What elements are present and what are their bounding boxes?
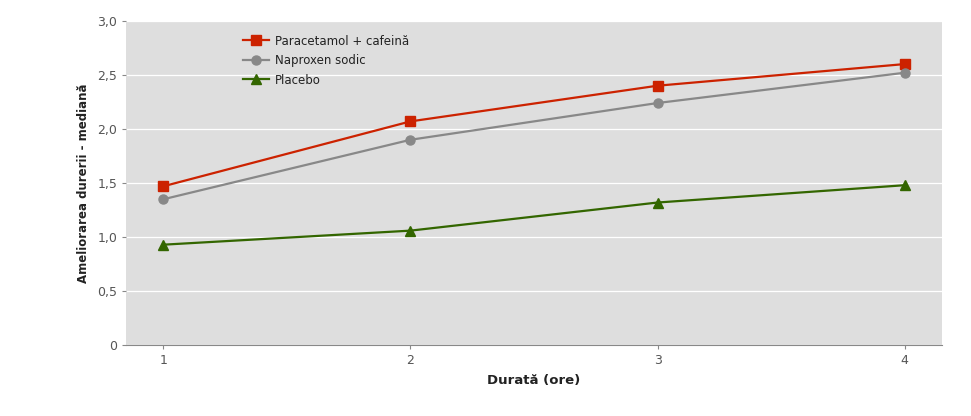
- Legend: Paracetamol + cafeină, Naproxen sodic, Placebo: Paracetamol + cafeină, Naproxen sodic, P…: [238, 30, 414, 92]
- Paracetamol + cafeină: [405, 119, 417, 124]
- Placebo: [157, 242, 169, 247]
- Line: Placebo: Placebo: [159, 181, 909, 249]
- Naproxen sodic: [157, 197, 169, 202]
- Placebo: [405, 228, 417, 233]
- X-axis label: Durată (ore): Durată (ore): [487, 374, 581, 387]
- Naproxen sodic: [652, 101, 663, 106]
- Naproxen sodic: [405, 137, 417, 142]
- Naproxen sodic: [899, 70, 911, 75]
- Paracetamol + cafeină: [652, 83, 663, 88]
- Y-axis label: Ameliorarea durerii - mediană: Ameliorarea durerii - mediană: [78, 83, 90, 283]
- Line: Naproxen sodic: Naproxen sodic: [159, 68, 909, 204]
- Placebo: [652, 200, 663, 205]
- Placebo: [899, 183, 911, 188]
- Paracetamol + cafeină: [899, 62, 911, 67]
- Paracetamol + cafeină: [157, 184, 169, 189]
- Line: Paracetamol + cafeină: Paracetamol + cafeină: [159, 59, 909, 191]
